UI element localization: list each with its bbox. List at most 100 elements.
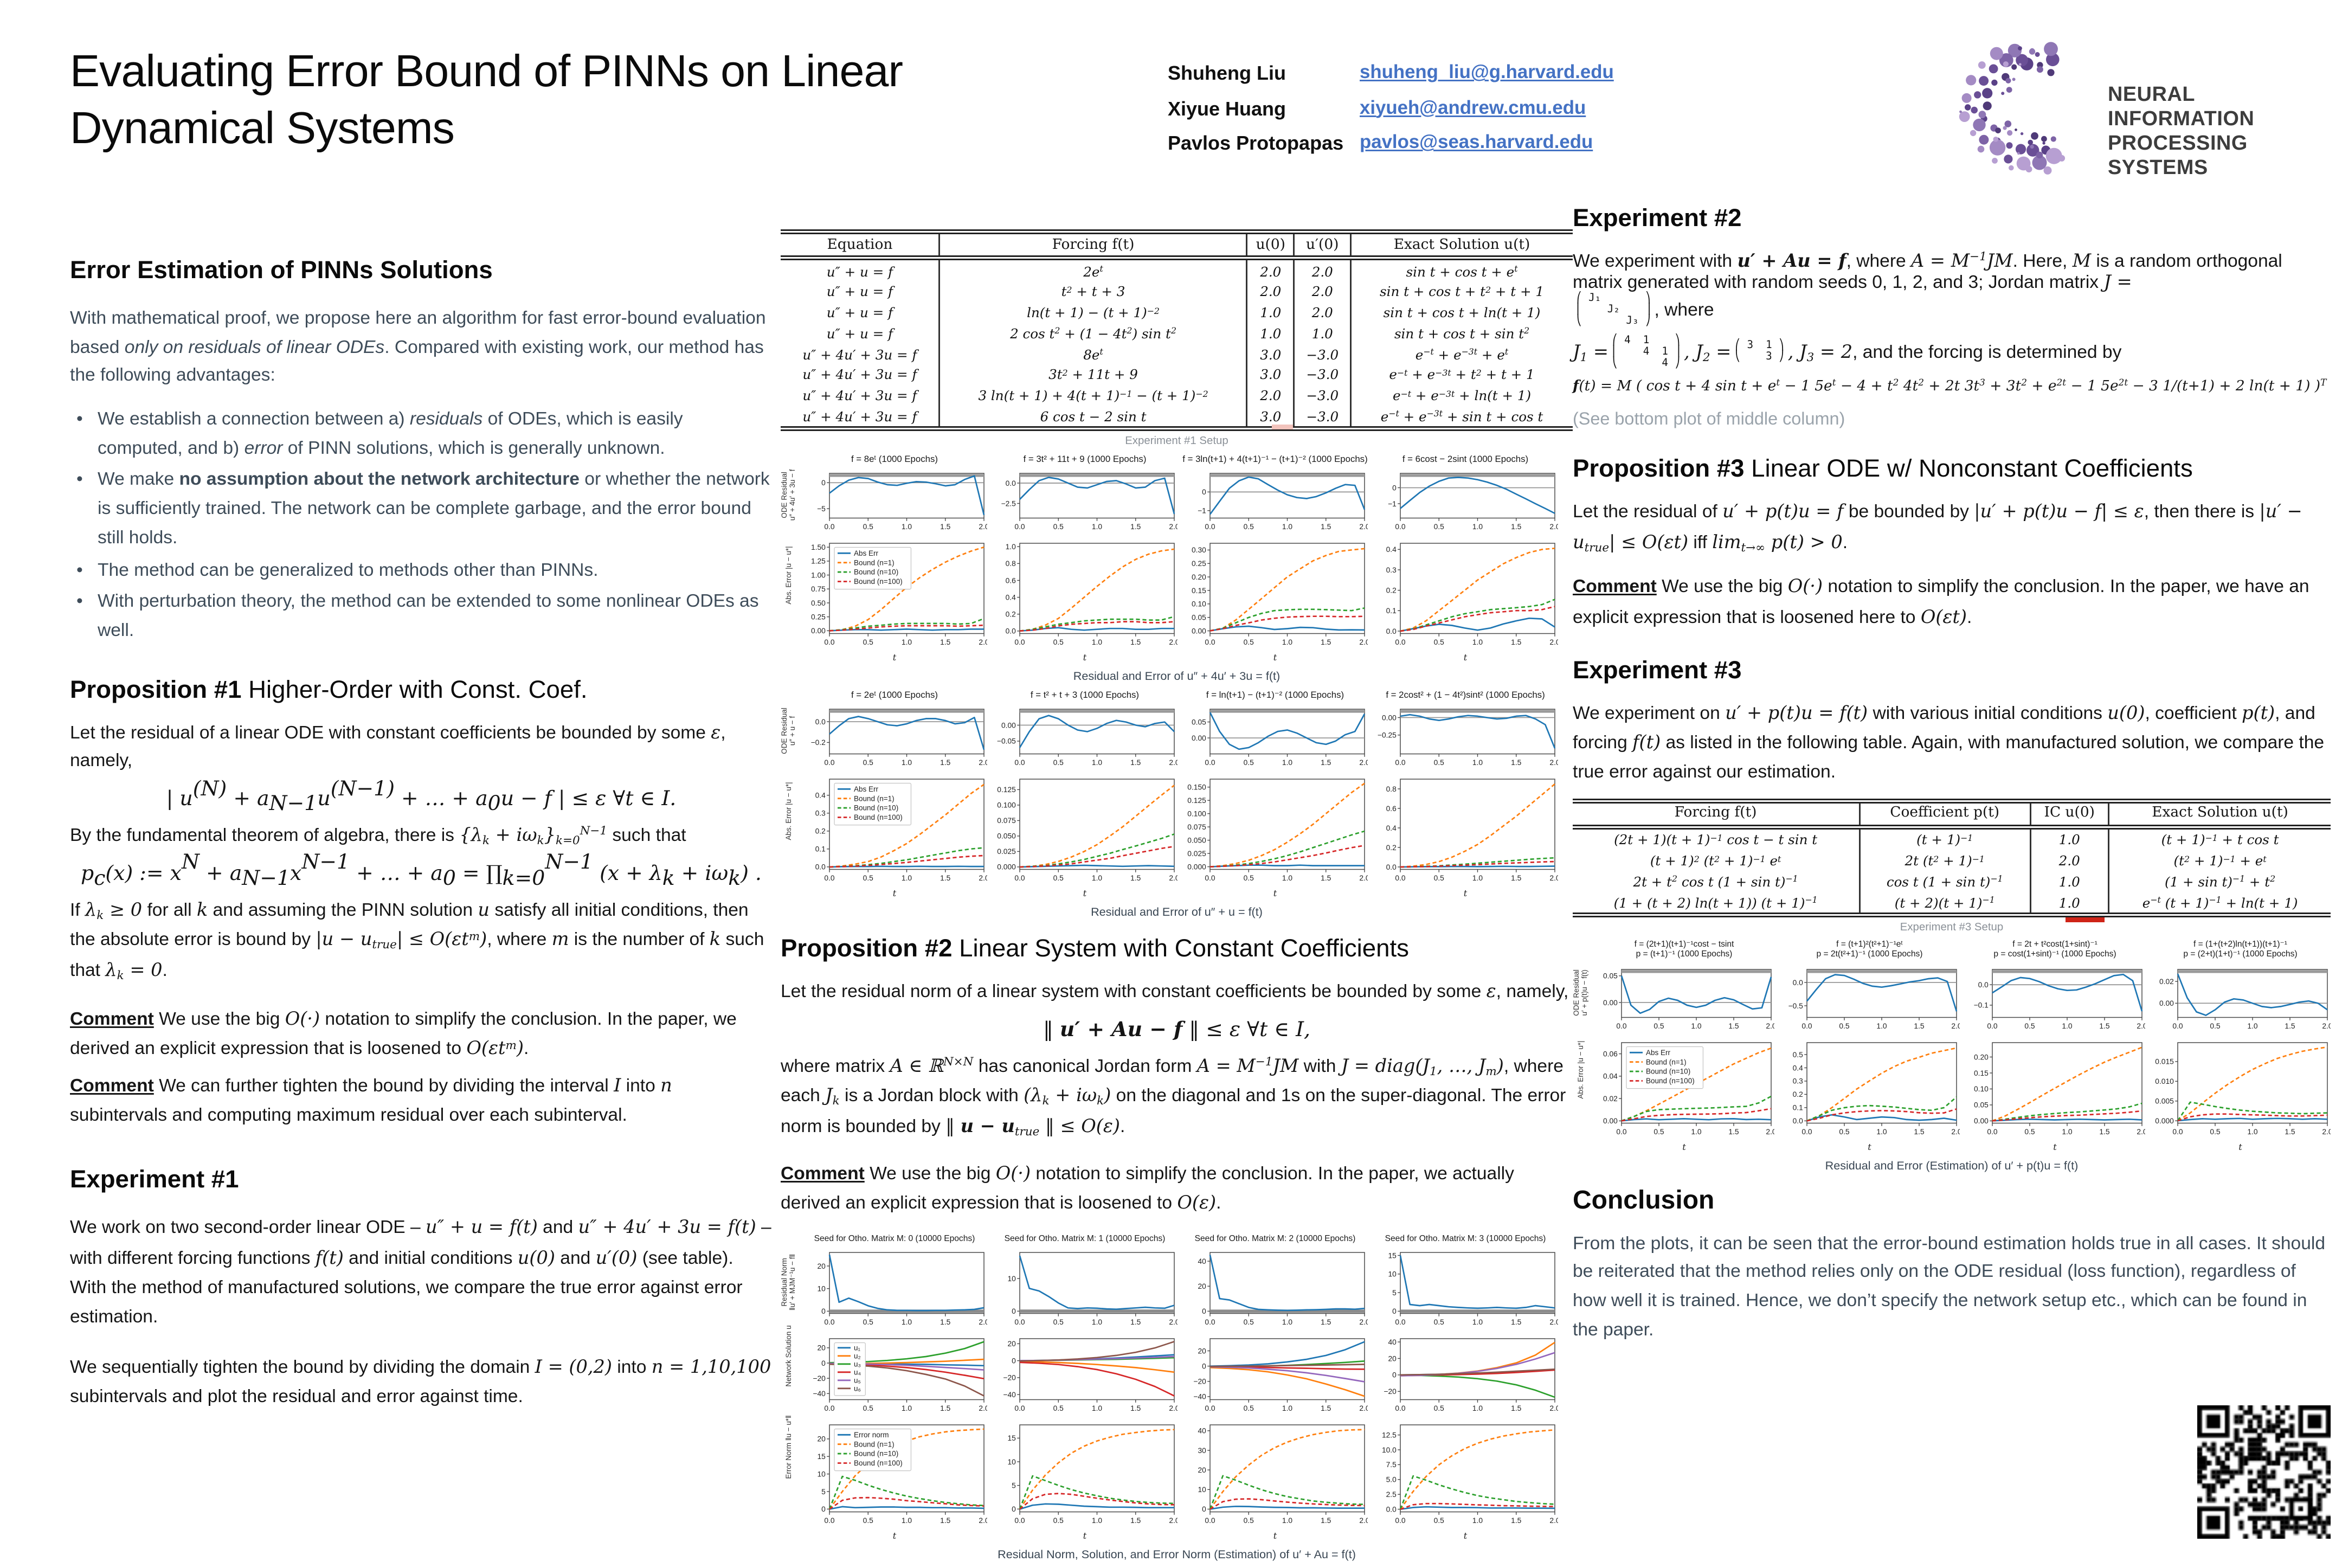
table-cell: e−t + e−3t + ln(t + 1) [1349, 385, 1573, 406]
author-email-link[interactable]: shuheng_liu@g.harvard.edu [1360, 62, 1614, 83]
svg-text:0: 0 [821, 1359, 826, 1367]
data-series [1209, 548, 1365, 632]
svg-text:0.2: 0.2 [1006, 610, 1016, 618]
svg-text:−20: −20 [813, 1374, 826, 1383]
svg-text:1.5: 1.5 [940, 874, 950, 882]
section-heading-proposition-1: Proposition #1 Higher-Order with Const. … [70, 676, 588, 704]
svg-text:2.0: 2.0 [2322, 1127, 2331, 1135]
data-series [2177, 1045, 2328, 1121]
data-series [1209, 712, 1366, 750]
figure-caption: Residual Norm, Solution, and Error Norm … [998, 1547, 1356, 1562]
table-row: (1 + (t + 2) ln(t + 1)) (t + 1)−1 (t + 2)… [1573, 891, 2331, 915]
table-cell: (t + 1)−1 + t cos t [2108, 827, 2331, 851]
table-row: 2t + t2 cos t (1 + sin t)−1 cos t (1 + si… [1573, 871, 2331, 892]
svg-text:0: 0 [1012, 1307, 1016, 1315]
svg-text:1.0: 1.0 [1472, 523, 1483, 531]
svg-text:0.00: 0.00 [1192, 627, 1206, 635]
svg-text:0.04: 0.04 [1603, 1071, 1618, 1079]
svg-text:1.0: 1.0 [1092, 874, 1102, 882]
svg-text:0.0: 0.0 [1978, 980, 1989, 988]
svg-text:0.125: 0.125 [1187, 796, 1206, 805]
author-email-link[interactable]: xiyueh@andrew.cmu.edu [1360, 97, 1586, 118]
svg-text:0.000: 0.000 [997, 863, 1016, 871]
svg-text:0: 0 [1202, 1363, 1206, 1371]
author-email-link[interactable]: pavlos@seas.harvard.edu [1360, 132, 1593, 153]
svg-text:2.0: 2.0 [1549, 874, 1558, 882]
svg-text:0.06: 0.06 [1603, 1049, 1618, 1057]
figure-caption: Residual and Error of u″ + 4u′ + 3u = f(… [1073, 668, 1281, 683]
x-axis-label: t [1083, 889, 1087, 899]
x-axis-label: t [1273, 653, 1277, 664]
subplot: 0.0 0.5 1.0 1.5 2.0 0.00 −0.25 [1378, 709, 1560, 767]
svg-text:2.0: 2.0 [979, 523, 987, 531]
svg-text:−0.25: −0.25 [1378, 731, 1397, 739]
subplot: 0.0 0.5 1.0 1.5 2.0 0.05 0.00 [1603, 968, 1777, 1030]
table-cell: (t + 1)−1 [1858, 827, 2030, 851]
svg-text:u₃: u₃ [854, 1360, 861, 1368]
chart-grid-residual-error-ode1: f = 2eᵗ (1000 Epochs) 0.0 0.5 1.0 1.5 2.0 0.0 −… [780, 691, 1573, 919]
data-series [1019, 548, 1175, 632]
subplot: 0.0 0.5 1.0 1.5 2.0 0 10 [1007, 1252, 1180, 1326]
data-series [829, 1506, 985, 1510]
svg-text:1.0: 1.0 [902, 523, 912, 531]
data-series [1019, 785, 1175, 868]
svg-text:0.5: 0.5 [1839, 1127, 1849, 1135]
plot-column: f = (1+(t+2)ln(t+1))(t+1)⁻¹ p = (2+t)(1+… [2150, 940, 2333, 1154]
svg-text:0.5: 0.5 [1244, 523, 1254, 531]
svg-text:2.0: 2.0 [1169, 638, 1178, 646]
svg-text:30: 30 [1198, 1447, 1206, 1455]
equation-residual-bound: | u(N) + aN−1u(N−1) + … + a0u − f | ≤ ε … [166, 775, 677, 816]
svg-text:0.15: 0.15 [1974, 1069, 1989, 1077]
svg-text:0.05: 0.05 [1974, 1100, 1989, 1108]
svg-text:0.5: 0.5 [2210, 1021, 2220, 1030]
svg-text:0.0: 0.0 [1205, 1516, 1215, 1525]
subplot: 0.0 0.5 1.0 1.5 2.0 0.00 0.05 0.10 0.15 0.20 0.25 0… [1192, 543, 1370, 646]
table-header: Exact Solution u(t) [1349, 232, 1573, 261]
svg-text:0.8: 0.8 [1386, 785, 1397, 793]
svg-text:5: 5 [1392, 1289, 1397, 1297]
data-series [1620, 975, 1772, 1013]
svg-text:1.5: 1.5 [1728, 1127, 1739, 1135]
svg-text:1.5: 1.5 [2285, 1021, 2295, 1030]
subplot: 0.0 0.5 1.0 1.5 2.0 0.0 0.1 0.2 0.3 0.4 [1386, 543, 1560, 646]
x-axis-label: t [1273, 1532, 1277, 1543]
plot-column: Seed for Otho. Matrix M: 1 (10000 Epochs… [992, 1235, 1180, 1544]
svg-text:−0.05: −0.05 [997, 737, 1016, 746]
svg-text:0.5: 0.5 [1839, 1021, 1849, 1030]
svg-text:1.50: 1.50 [811, 543, 826, 551]
subplot: 0.0 0.5 1.0 1.5 2.0 0 −5 [817, 473, 989, 531]
svg-text:1.5: 1.5 [1728, 1021, 1739, 1030]
svg-text:1.5: 1.5 [1321, 874, 1331, 882]
svg-text:1.5: 1.5 [1914, 1021, 1924, 1030]
svg-text:0.4: 0.4 [1006, 593, 1016, 601]
svg-text:0.0: 0.0 [1014, 1318, 1025, 1326]
svg-text:0.20: 0.20 [1974, 1052, 1989, 1061]
subplot: 0.0 0.5 1.0 1.5 2.0 0.00 −0.05 [997, 709, 1180, 767]
svg-text:1.0: 1.0 [1092, 638, 1102, 646]
svg-text:10: 10 [817, 1470, 826, 1479]
table-cell: u″ + 4u′ + 3u = f [802, 346, 917, 363]
plot-column: f = t² + t + 3 (1000 Epochs) 0.0 0.5 1.0 1.5… [992, 691, 1180, 901]
subplot: 0.0 0.5 1.0 1.5 2.0 0.02 0.00 [2159, 968, 2333, 1030]
x-axis-label: t [1083, 1532, 1087, 1543]
svg-text:0.0: 0.0 [1801, 1021, 1812, 1030]
red-annotation-mark [2065, 918, 2105, 922]
svg-text:0.0: 0.0 [1205, 1404, 1215, 1412]
svg-text:0.0: 0.0 [1395, 1318, 1405, 1326]
table-cell: −3.0 [1294, 406, 1350, 429]
svg-text:1.0: 1.0 [1092, 759, 1102, 767]
svg-text:1.5: 1.5 [940, 759, 950, 767]
x-axis-label: t [892, 653, 897, 664]
svg-text:0.0: 0.0 [1793, 978, 1803, 986]
svg-text:20: 20 [817, 1435, 826, 1443]
plot-title: Seed for Otho. Matrix M: 0 (10000 Epochs… [814, 1235, 975, 1245]
x-axis-label: t [892, 889, 897, 899]
table-header: IC u(0) [2029, 800, 2109, 830]
x-axis-label: t [1273, 889, 1277, 899]
see-bottom-plot-note: (See bottom plot of middle column) [1573, 409, 1845, 429]
advantages-list: We establish a connection between a) res… [70, 407, 773, 647]
table-cell: 2.0 [1294, 281, 1350, 303]
table-header: Exact Solution u(t) [2108, 800, 2331, 830]
data-series [1209, 1255, 1365, 1312]
svg-text:1.5: 1.5 [1321, 638, 1331, 646]
